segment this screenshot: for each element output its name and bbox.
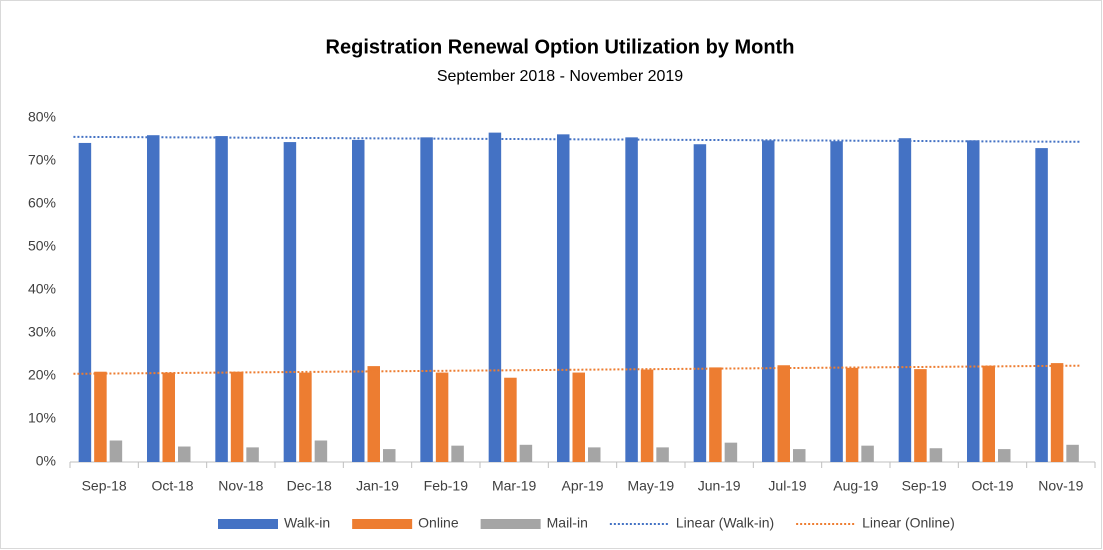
bar (488, 132, 502, 462)
x-tick-label: Oct-18 (151, 478, 193, 494)
bar (246, 447, 259, 462)
legend-label: Linear (Walk-in) (676, 515, 774, 531)
y-tick-label: 40% (28, 281, 56, 297)
bar (215, 136, 228, 462)
bar (724, 442, 738, 462)
y-tick-label: 10% (28, 410, 56, 426)
bar (656, 447, 669, 462)
y-tick-label: 70% (28, 152, 56, 168)
y-tick-label: 0% (36, 453, 56, 469)
bar (929, 448, 943, 462)
bar (147, 135, 160, 462)
bar (504, 377, 517, 462)
chart-subtitle: September 2018 - November 2019 (437, 68, 683, 85)
legend-swatch (218, 519, 278, 529)
bar (982, 365, 995, 462)
legend-label: Mail-in (547, 515, 588, 531)
bar (420, 137, 433, 462)
x-tick-label: Jun-19 (698, 478, 741, 494)
x-tick-label: Nov-18 (218, 478, 263, 494)
x-tick-label: Aug-19 (833, 478, 878, 494)
bar (1035, 148, 1048, 462)
y-tick-label: 20% (28, 367, 56, 383)
x-tick-label: Feb-19 (424, 478, 469, 494)
bar (109, 440, 123, 462)
bar (640, 369, 654, 462)
chart-title: Registration Renewal Option Utilization … (326, 36, 795, 58)
bar (162, 372, 175, 462)
bar (914, 369, 927, 462)
x-tick-label: Mar-19 (492, 478, 537, 494)
bar (299, 372, 312, 462)
bar (898, 138, 912, 462)
legend-label: Online (418, 515, 459, 531)
legend-label: Walk-in (284, 515, 330, 531)
x-tick-label: Dec-18 (287, 478, 332, 494)
bar (451, 445, 464, 462)
bar (314, 440, 328, 462)
bar (367, 366, 380, 462)
bar (625, 137, 638, 462)
bar (793, 449, 806, 462)
bar (861, 445, 874, 462)
bar (1066, 444, 1079, 462)
bar (78, 142, 92, 462)
y-tick-label: 50% (28, 238, 56, 254)
bar (94, 371, 107, 462)
bar (557, 134, 570, 462)
bar (693, 144, 707, 463)
x-tick-label: May-19 (627, 478, 674, 494)
y-tick-label: 80% (28, 109, 56, 125)
x-tick-label: Sep-18 (82, 478, 127, 494)
bar (998, 449, 1011, 462)
bar (762, 140, 775, 463)
bar (435, 372, 449, 462)
y-tick-label: 60% (28, 195, 56, 211)
legend-swatch (352, 519, 413, 529)
bar (178, 446, 191, 462)
bar (383, 449, 396, 462)
bar (230, 371, 244, 462)
bar (588, 447, 601, 462)
bar (830, 141, 843, 462)
x-tick-label: Oct-19 (971, 478, 1013, 494)
bar (967, 140, 980, 463)
bar (572, 372, 585, 462)
legend-label: Linear (Online) (862, 515, 955, 531)
bar (777, 365, 790, 462)
bar (519, 444, 533, 462)
bar (283, 142, 297, 462)
x-tick-label: Nov-19 (1038, 478, 1083, 494)
bar (352, 139, 365, 462)
bar (1050, 363, 1064, 462)
x-tick-label: Sep-19 (902, 478, 947, 494)
x-tick-label: Apr-19 (561, 478, 603, 494)
x-tick-label: Jul-19 (768, 478, 806, 494)
x-tick-label: Jan-19 (356, 478, 399, 494)
legend-swatch (480, 519, 541, 529)
bar (845, 367, 859, 462)
bar (709, 367, 722, 462)
y-tick-label: 30% (28, 324, 56, 340)
